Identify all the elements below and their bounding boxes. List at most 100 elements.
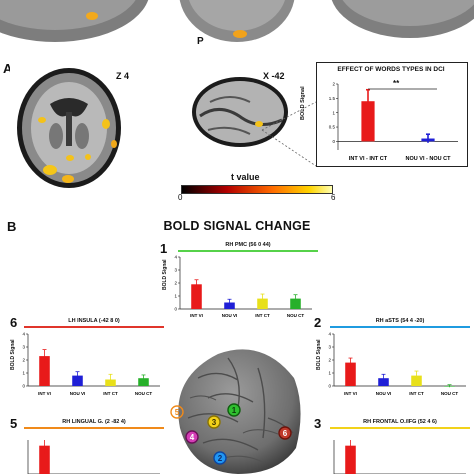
category-label: NOU CT: [441, 391, 458, 396]
effect-chart-frame: [316, 62, 468, 167]
category-label: INT VI: [344, 391, 357, 396]
roi-number-3: 3: [314, 416, 322, 431]
colorbar: [181, 185, 333, 194]
roi-number-6: 6: [10, 315, 18, 330]
roi-chart-5: [27, 440, 160, 474]
y-tick-label: 0: [332, 139, 335, 144]
y-tick-label: 4: [22, 332, 25, 337]
bar: [257, 298, 268, 309]
category-label: NOU VI - NOU CT: [406, 156, 452, 162]
roi-number-2: 2: [314, 315, 322, 330]
bar: [345, 362, 356, 386]
bar: [411, 375, 422, 386]
category-label: NOU CT: [287, 313, 304, 318]
roi-underline-5: [24, 427, 164, 429]
bar: [361, 101, 375, 142]
activation-blob: [102, 119, 110, 129]
effect-chart-title: EFFECT OF WORDS TYPES IN DCI: [337, 66, 445, 73]
category-label: INT CT: [409, 391, 424, 396]
y-tick-label: 1: [328, 371, 331, 376]
y-tick-label: 0.5: [329, 125, 336, 130]
y-tick-label: 4: [174, 255, 177, 260]
category-label: NOU VI: [376, 391, 392, 396]
category-label: NOU VI: [222, 313, 238, 318]
bar: [138, 378, 149, 386]
y-tick-label: 1: [174, 294, 177, 299]
category-label: NOU CT: [135, 391, 152, 396]
category-label: NOU VI: [70, 391, 86, 396]
connector-lines: [261, 101, 317, 167]
sagittal-slice: [192, 77, 288, 147]
roi-marker-number: 6: [283, 429, 288, 438]
significance-marker: **: [393, 79, 400, 88]
activation-blob: [255, 121, 263, 127]
y-tick-label: 2: [174, 281, 177, 286]
roi-title-2: RH aSTS (54 4 -20): [375, 318, 425, 324]
y-tick-label: 0: [174, 307, 177, 312]
roi-marker-2: [213, 451, 227, 465]
roi-chart-3: [333, 440, 466, 474]
activation-blob: [111, 140, 117, 148]
roi-title-6: LH INSULA (-42 8 0): [68, 318, 120, 324]
category-label: INT CT: [255, 313, 270, 318]
roi-title-5: RH LINGUAL G. (2 -82 4): [62, 419, 126, 425]
y-tick-label: 2: [328, 358, 331, 363]
y-tick-label: 1: [22, 371, 25, 376]
y-tick-label: 1.5: [329, 96, 336, 101]
y-tick-label: 2: [22, 358, 25, 363]
roi-marker-number: 4: [190, 433, 195, 442]
axial-slice: [10, 62, 128, 192]
bar: [191, 284, 202, 309]
roi-marker-number: 5: [175, 408, 180, 417]
roi-title-3: RH FRONTAL O./IFG (52 4 6): [363, 419, 437, 425]
activation-blob: [66, 155, 74, 161]
axial-slice-label: Z 4: [116, 71, 130, 81]
roi-title-1: RH PMC (56 0 44): [225, 242, 271, 248]
activation-blob: [43, 165, 57, 175]
brain-markers: 1 2 3 4 5 6: [170, 403, 292, 465]
roi-underline-3: [330, 427, 470, 429]
category-label: INT VI - INT CT: [349, 156, 388, 162]
roi-marker-3: [207, 415, 221, 429]
roi-marker-number: 3: [212, 418, 217, 427]
y-tick-label: 2: [332, 82, 335, 87]
roi-number-1: 1: [160, 241, 168, 256]
roi-underline-1: [178, 250, 318, 252]
roi-marker-6: [278, 426, 292, 440]
roi-underline-6: [24, 326, 164, 328]
bar: [39, 356, 50, 386]
y-tick-label: 3: [22, 345, 25, 350]
bar: [72, 375, 83, 386]
category-label: INT VI: [38, 391, 51, 396]
y-tick-label: 3: [174, 268, 177, 273]
activation-blob: [62, 175, 74, 183]
roi-chart-6: 0 1 2 3 4 INT VI NOU VI INT CT NOU CT: [22, 332, 160, 396]
roi-marker-5: [170, 405, 184, 419]
y-tick-label: 3: [328, 345, 331, 350]
roi-marker-1: [227, 403, 241, 417]
sagittal-slice-label: X -42: [263, 71, 285, 81]
activation-blob: [85, 154, 91, 160]
effect-chart-ylabel: BOLD Signal: [300, 86, 306, 120]
effect-chart: 0 0.5 1 1.5 2 INT VI - INT CT NOU VI - NOU CT: [329, 82, 458, 162]
colorbar-max: 6: [331, 193, 336, 202]
panel-b-title: BOLD SIGNAL CHANGE: [163, 219, 311, 233]
roi-underline-2: [330, 326, 470, 328]
activation-blob: [86, 12, 98, 20]
roi-marker-number: 1: [232, 406, 237, 415]
roi-marker-number: 2: [218, 454, 223, 463]
bar: [290, 298, 301, 309]
y-tick-label: 4: [328, 332, 331, 337]
roi-chart-1: 0 1 2 3 4 INT VI NOU VI INT CT NOU CT: [174, 255, 312, 318]
bar: [345, 445, 356, 474]
top-brain-row: [0, 0, 474, 42]
colorbar-title: t value: [231, 172, 260, 182]
roi-chart-2: 0 1 2 3 4 INT VI NOU VI INT CT NOU CT: [328, 332, 466, 396]
activation-blob: [233, 30, 247, 38]
y-tick-label: 0: [328, 384, 331, 389]
bar: [39, 445, 50, 474]
category-label: INT CT: [103, 391, 118, 396]
y-tick-label: 0: [22, 384, 25, 389]
y-tick-label: 1: [332, 110, 335, 115]
activation-blob: [38, 117, 46, 123]
